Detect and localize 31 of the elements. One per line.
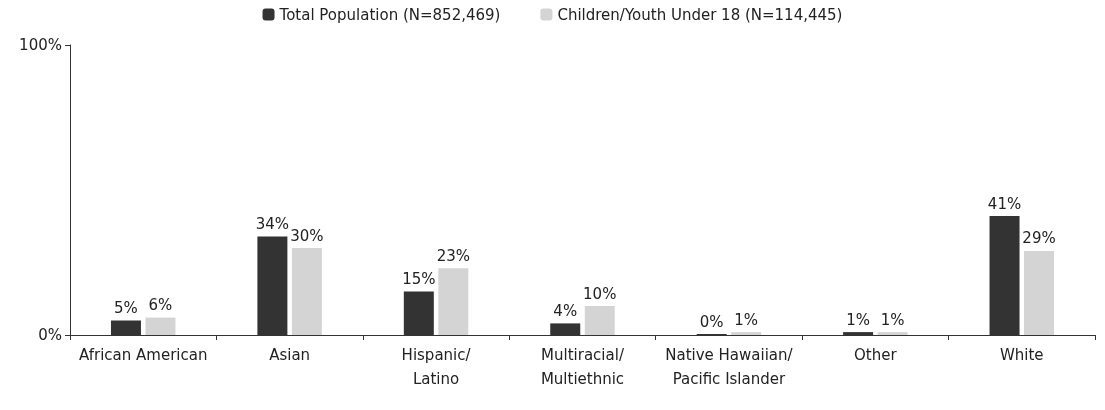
bar xyxy=(584,306,615,335)
data-label: 30% xyxy=(290,226,324,245)
data-label: 6% xyxy=(148,296,173,315)
x-tick-label: African American xyxy=(79,346,208,364)
y-tick-label: 100% xyxy=(19,36,62,54)
data-label: 15% xyxy=(402,270,436,288)
data-label: 1% xyxy=(734,310,759,329)
legend-label: Total Population (N=852,469) xyxy=(278,5,501,24)
bar xyxy=(1024,250,1055,335)
legend-label: Children/Youth Under 18 (N=114,445) xyxy=(557,5,843,24)
data-label: 5% xyxy=(114,299,138,317)
x-tick-label: Native Hawaiian/ Pacific Islander xyxy=(665,346,794,388)
bar xyxy=(145,317,176,335)
data-label: 23% xyxy=(436,246,470,265)
x-tick-label: Multiracial/ Multiethnic xyxy=(540,346,625,388)
x-tick-label: Asian xyxy=(269,346,311,364)
x-tick-label: Hispanic/ Latino xyxy=(401,346,472,388)
data-label: 0% xyxy=(699,312,724,331)
data-label: 29% xyxy=(1022,229,1056,248)
data-label: 10% xyxy=(583,284,617,303)
bar xyxy=(877,332,908,335)
data-label: 34% xyxy=(255,214,290,233)
data-label: 1% xyxy=(846,310,871,329)
data-label: 1% xyxy=(880,310,905,329)
bar xyxy=(291,248,322,335)
bar xyxy=(438,268,469,335)
data-label: 4% xyxy=(553,301,578,320)
x-tick-label: White xyxy=(999,346,1044,364)
data-label: 41% xyxy=(987,194,1022,213)
bar xyxy=(731,332,762,335)
x-tick-label: Other xyxy=(854,346,898,364)
